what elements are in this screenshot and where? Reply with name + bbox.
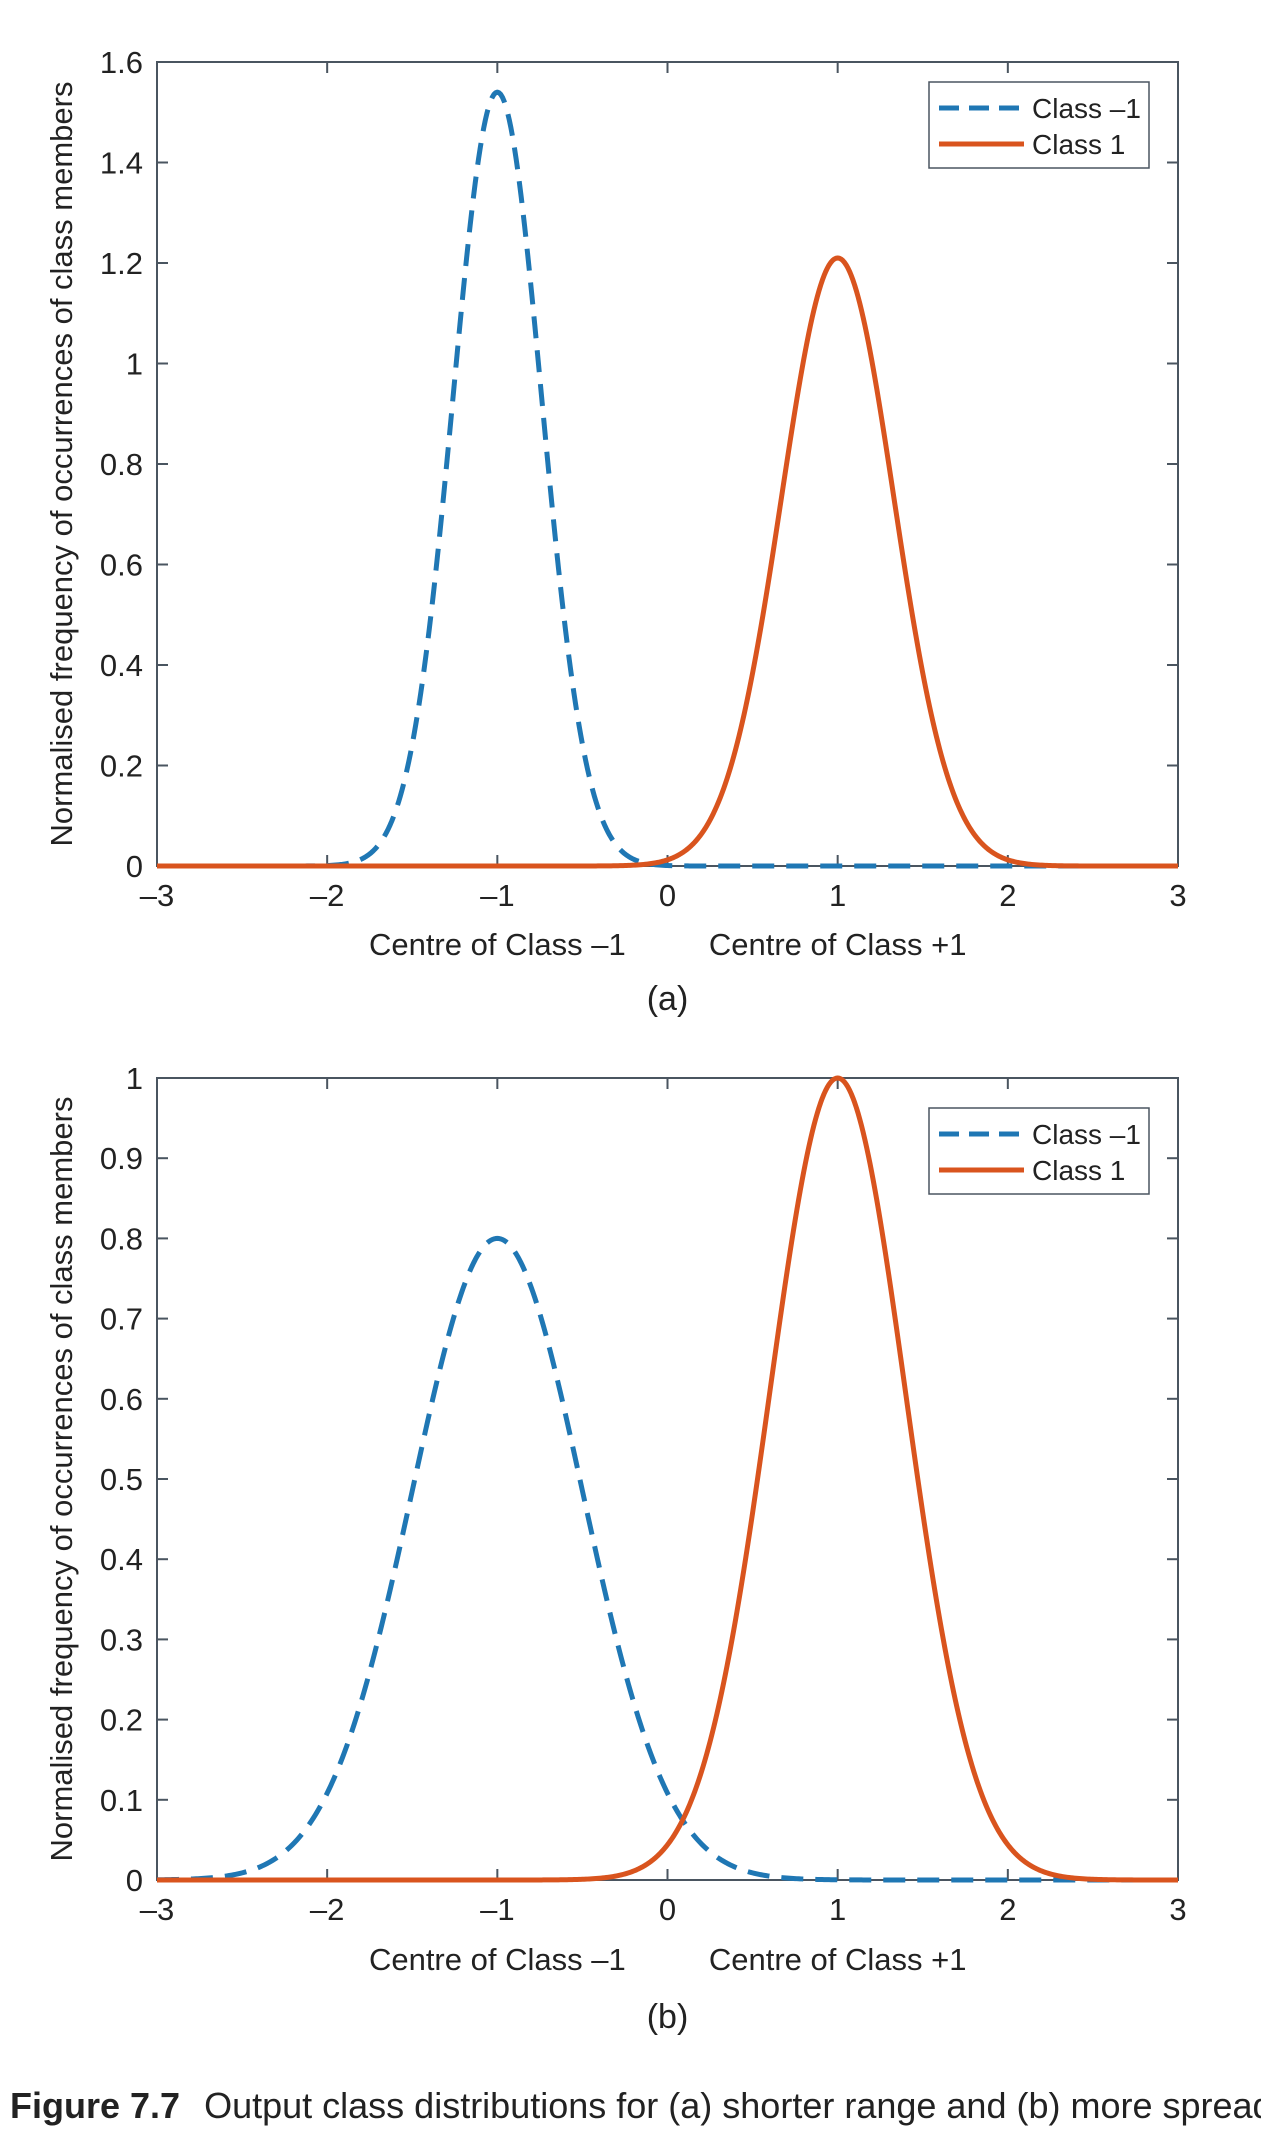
x-tick-label: 0 <box>659 878 676 913</box>
x-tick-label: –3 <box>140 1892 174 1927</box>
legend-box <box>928 1107 1150 1195</box>
y-tick-label: 0.3 <box>100 1622 143 1657</box>
y-tick-label: 1.2 <box>100 246 143 281</box>
y-tick-label: 0.4 <box>100 648 143 683</box>
plot-area-frame <box>156 1077 1179 1881</box>
x-tick-label: 0 <box>659 1892 676 1927</box>
x-tick-label: 2 <box>999 878 1016 913</box>
y-tick-label: 0.4 <box>100 1542 143 1577</box>
figure-caption-label: Figure 7.7 <box>10 2085 180 2126</box>
x-tick-label: 1 <box>829 878 846 913</box>
series-line-class-1 <box>156 255 1179 869</box>
x-tick-label: 3 <box>1169 1892 1186 1927</box>
x-tick-label: –1 <box>480 878 514 913</box>
y-tick-label: 0.2 <box>100 1703 143 1738</box>
y-tick-label: 1.4 <box>100 146 143 181</box>
panel-label: (a) <box>647 980 689 1018</box>
y-tick-label: 0.5 <box>100 1462 143 1497</box>
x-tick-label: –1 <box>480 1892 514 1927</box>
chart-panel-a: –3 –2 –1 0 1 2 3 0 0.2 0.4 0.6 0.8 1 1.2 1.4 1.6 Normali… <box>44 45 1187 1018</box>
y-tick-label: 0.1 <box>100 1783 143 1818</box>
y-tick-label: 0.9 <box>100 1141 143 1176</box>
y-tick-label: 0.6 <box>100 548 143 583</box>
x-tick-label: 1 <box>829 1892 846 1927</box>
x-tick-label: –2 <box>310 1892 344 1927</box>
y-tick-label: 0.2 <box>100 749 143 784</box>
x-tick-label: 2 <box>999 1892 1016 1927</box>
chart-panel-b: –3 –2 –1 0 1 2 3 0 0.1 0.2 0.3 0.4 0.5 0.6 0.7 0.8 0.9 1 N… <box>44 1061 1187 2036</box>
class-centre-annotation: Centre of Class +1 <box>709 927 967 962</box>
y-tick-label: 0 <box>126 849 143 884</box>
panel-label: (b) <box>647 1998 689 2036</box>
series-line-class-minus-1 <box>156 1235 1179 1883</box>
series-line-class-1 <box>156 1075 1179 1883</box>
x-tick-label: –2 <box>310 878 344 913</box>
x-tick-label: –3 <box>140 878 174 913</box>
class-centre-annotation: Centre of Class +1 <box>709 1942 967 1977</box>
legend-box <box>928 81 1150 169</box>
y-tick-label: 0.6 <box>100 1382 143 1417</box>
legend-entry-label: Class –1 <box>1032 93 1141 124</box>
class-centre-annotation: Centre of Class –1 <box>369 1942 626 1977</box>
y-tick-label: 0.8 <box>100 447 143 482</box>
y-tick-label: 1 <box>126 347 143 382</box>
legend-entry-label: Class 1 <box>1032 129 1125 160</box>
class-centre-annotation: Centre of Class –1 <box>369 927 626 962</box>
y-tick-label: 0.7 <box>100 1302 143 1337</box>
x-tick-label: 3 <box>1169 878 1186 913</box>
y-tick-label: 0.8 <box>100 1221 143 1256</box>
y-tick-label: 0 <box>126 1863 143 1898</box>
legend-entry-label: Class 1 <box>1032 1155 1125 1186</box>
y-tick-label: 1 <box>126 1061 143 1096</box>
figure-caption: Figure 7.7 Output class distributions fo… <box>10 2085 1261 2126</box>
legend-entry-label: Class –1 <box>1032 1119 1141 1150</box>
y-tick-label: 1.6 <box>100 45 143 80</box>
plot-area-frame <box>156 61 1179 867</box>
y-axis-title: Normalised frequency of occurrences of c… <box>44 82 79 847</box>
figure-caption-text: Output class distributions for (a) short… <box>204 2085 1261 2126</box>
y-axis-title: Normalised frequency of occurrences of c… <box>44 1097 79 1862</box>
